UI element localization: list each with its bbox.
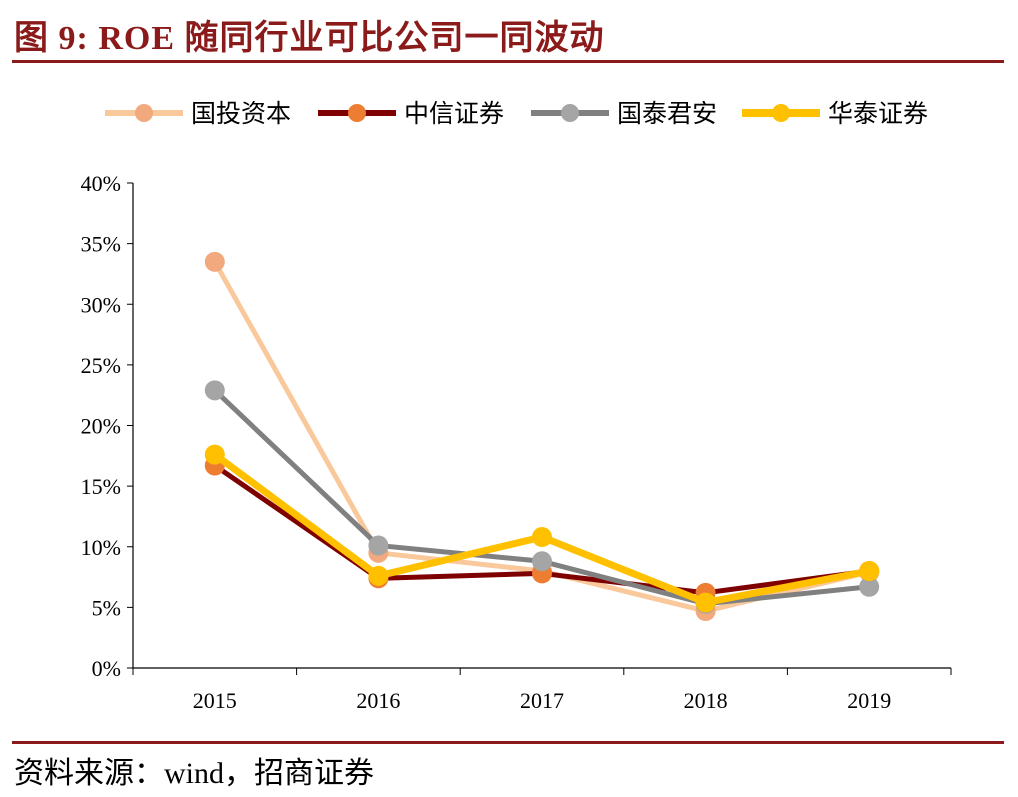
x-tick-label: 2019: [847, 688, 891, 713]
legend-marker: [348, 104, 366, 122]
y-tick-label: 0%: [92, 656, 121, 681]
data-point: [368, 535, 389, 556]
title-rule: [12, 60, 1004, 63]
legend-marker: [772, 104, 790, 122]
data-point: [859, 576, 880, 597]
y-tick-label: 25%: [81, 353, 121, 378]
x-tick-label: 2017: [520, 688, 564, 713]
y-tick-label: 20%: [81, 414, 121, 439]
data-point: [204, 444, 225, 465]
data-point: [859, 561, 880, 581]
data-point: [204, 251, 225, 272]
legend-label: 国泰君安: [617, 100, 717, 128]
legend-marker: [135, 104, 153, 122]
data-point: [532, 527, 552, 548]
source-note: 资料来源：wind，招商证券: [14, 757, 374, 790]
legend-label: 华泰证券: [828, 100, 928, 128]
x-tick-label: 2016: [356, 688, 400, 713]
legend-label: 国投资本: [191, 100, 291, 128]
data-point: [204, 380, 225, 401]
legend-marker: [561, 104, 579, 122]
y-tick-label: 40%: [81, 171, 121, 196]
legend-label: 中信证券: [404, 100, 504, 128]
y-tick-label: 30%: [81, 292, 121, 317]
y-tick-label: 35%: [81, 232, 121, 257]
data-point: [532, 551, 552, 572]
data-point: [695, 592, 716, 613]
data-point: [368, 565, 389, 586]
figure-title: 图 9: ROE 随同行业可比公司一同波动: [14, 20, 605, 57]
y-tick-label: 15%: [81, 474, 121, 499]
x-tick-label: 2015: [193, 688, 237, 713]
y-tick-label: 10%: [81, 535, 121, 560]
source-rule: [12, 741, 1004, 744]
y-tick-label: 5%: [92, 595, 121, 620]
x-tick-label: 2018: [684, 688, 728, 713]
